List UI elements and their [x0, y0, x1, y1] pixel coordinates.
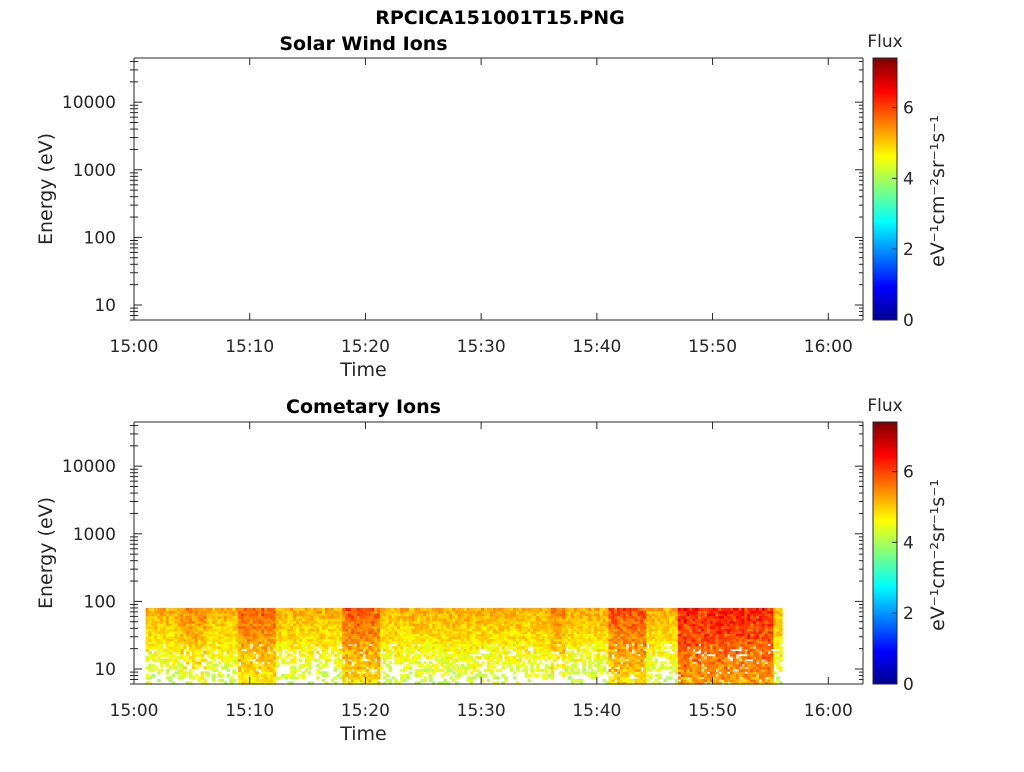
heatmap-cell	[160, 669, 163, 672]
colorbar-gradient	[873, 58, 897, 320]
heatmap-cell	[308, 671, 311, 674]
y-tick-label: 1000	[73, 161, 116, 181]
heatmap-cell	[504, 676, 507, 679]
y-axis-label: Energy (eV)	[35, 133, 57, 245]
x-tick-label: 15:10	[225, 337, 274, 357]
heatmap	[146, 608, 783, 685]
heatmap-cell	[522, 661, 525, 664]
heatmap-cell	[663, 646, 666, 649]
colorbar-tick-label: 0	[903, 311, 914, 331]
x-tick-label: 15:20	[341, 337, 390, 357]
panel-1: 15:00 15:10 15:20 15:30 15:40 15:50 16:00 10 100…	[35, 32, 949, 381]
colorbar: 0 2 4 6 Flux eV⁻¹cm⁻²sr⁻¹s⁻¹	[867, 32, 949, 331]
heatmap-cell	[481, 679, 484, 682]
heatmap-cell	[328, 659, 331, 662]
x-tick-label: 15:30	[457, 337, 506, 357]
heatmap-cell	[496, 676, 499, 679]
figure-title: RPCICA151001T15.PNG	[375, 7, 625, 29]
heatmap-cell	[221, 674, 224, 677]
heatmap-cell	[536, 674, 539, 677]
heatmap-cell	[232, 679, 235, 682]
heatmap-cell	[206, 671, 209, 674]
heatmap-cell	[293, 656, 296, 659]
x-tick-label: 15:40	[572, 337, 621, 357]
x-tick-label: 15:00	[110, 337, 159, 357]
colorbar-tick-label: 2	[903, 240, 914, 260]
y-tick-label: 10000	[62, 93, 116, 113]
colorbar-tick-label: 6	[903, 99, 914, 119]
heatmap-cell	[655, 659, 658, 662]
heatmap-cell	[389, 661, 392, 664]
heatmap-cell	[183, 666, 186, 669]
heatmap-cell	[151, 674, 154, 677]
heatmap-cell	[325, 671, 328, 674]
heatmap-cell	[603, 666, 606, 669]
heatmap-cell	[577, 669, 580, 672]
heatmap-cell	[669, 676, 672, 679]
heatmap-cell	[487, 679, 490, 682]
heatmap-cell	[510, 666, 513, 669]
heatmap-cell	[276, 661, 279, 664]
heatmap-cell	[580, 679, 583, 682]
heatmap-cell	[507, 651, 510, 654]
heatmap-cell	[299, 659, 302, 662]
heatmap-cell	[380, 666, 383, 669]
heatmap-cell	[663, 661, 666, 664]
x-tick-label: 16:00	[804, 337, 853, 357]
heatmap-cell	[316, 676, 319, 679]
heatmap-cell	[484, 674, 487, 677]
heatmap-cell	[212, 674, 215, 677]
colorbar-title: Flux	[867, 32, 902, 52]
y-tick-label: 100	[84, 228, 116, 248]
x-axis-label: Time	[339, 359, 387, 381]
heatmap-cell	[409, 666, 412, 669]
colorbar-tick-label: 4	[903, 169, 914, 189]
heatmap-cell	[386, 674, 389, 677]
heatmap-cell	[203, 679, 206, 682]
heatmap-cell	[157, 679, 160, 682]
heatmap-cell	[527, 679, 530, 682]
heatmap-cell	[227, 669, 230, 672]
heatmap-cell	[539, 661, 542, 664]
panel-title: Solar Wind Ions	[279, 33, 447, 55]
heatmap-cell	[389, 666, 392, 669]
y-tick-label: 10	[94, 296, 116, 316]
heatmap-cell	[649, 674, 652, 677]
heatmap-cell	[409, 671, 412, 674]
heatmap-cell	[658, 674, 661, 677]
heatmap-cell	[525, 666, 528, 669]
x-tick-label: 15:50	[688, 337, 737, 357]
heatmap-cell	[513, 676, 516, 679]
heatmap-cell	[481, 661, 484, 664]
heatmap-cell	[423, 676, 426, 679]
colorbar-unit-label: eV⁻¹cm⁻²sr⁻¹s⁻¹	[927, 115, 949, 267]
